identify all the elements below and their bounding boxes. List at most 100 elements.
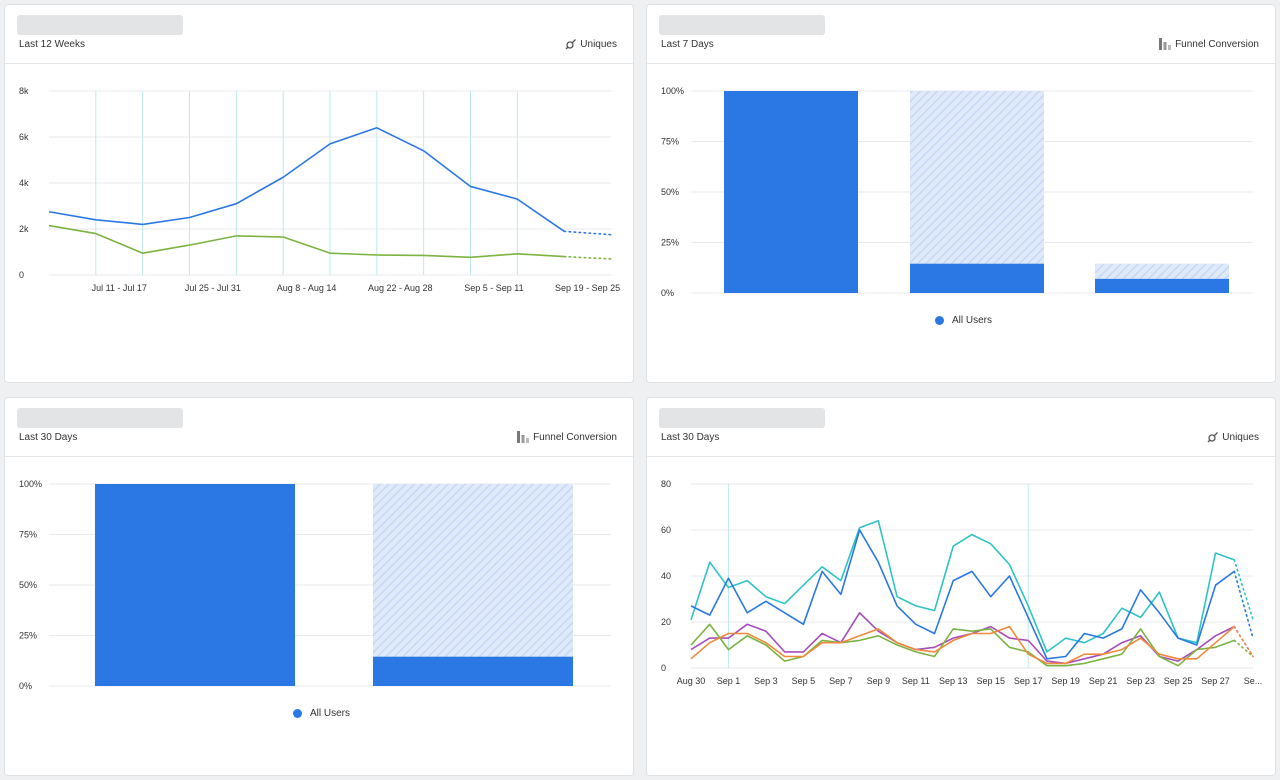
chart-legend[interactable]: All Users xyxy=(935,315,992,326)
funnel-bar-chart-30-days[interactable]: 0% 25% 50% 75% 100% xyxy=(5,468,633,708)
card-header: Last 7 Days Funnel Conversion xyxy=(647,5,1275,64)
y-tick-label: 25% xyxy=(19,631,37,641)
date-range-label: Last 7 Days xyxy=(661,39,714,50)
y-tick-label: 6k xyxy=(19,132,29,142)
y-tick-label: 0% xyxy=(19,681,32,691)
redacted-chart-title xyxy=(17,15,183,35)
legend-swatch xyxy=(935,316,944,325)
incomplete-period-line xyxy=(563,255,612,260)
x-tick-label: Aug 8 - Aug 14 xyxy=(277,283,337,293)
y-tick-label: 80 xyxy=(661,479,671,489)
x-tick-label: Sep 25 xyxy=(1164,676,1193,686)
x-tick-label: Sep 5 xyxy=(792,676,816,686)
conversion-bar xyxy=(373,656,573,686)
x-tick-label: Sep 19 - Sep 25 xyxy=(555,283,620,293)
y-tick-label: 75% xyxy=(661,137,679,147)
y-tick-label: 75% xyxy=(19,530,37,540)
conversion-bar xyxy=(724,91,858,293)
metric-name: Funnel Conversion xyxy=(533,431,617,443)
conversion-bar xyxy=(910,263,1044,293)
series-line xyxy=(690,623,1235,667)
x-tick-label: Sep 9 xyxy=(867,676,891,686)
x-tick-label: Sep 13 xyxy=(939,676,968,686)
legend-label: All Users xyxy=(310,708,351,719)
metric-label[interactable]: Funnel Conversion xyxy=(517,431,617,443)
incomplete-period-line xyxy=(563,230,612,236)
y-tick-label: 0 xyxy=(19,270,24,280)
weekly-uniques-line-chart[interactable]: 0 2k 4k 6k 8k Jul 11 - Jul 17 Jul 25 - Jul 31 A… xyxy=(5,75,633,375)
funnel-icon xyxy=(517,431,530,443)
dropoff-bar xyxy=(373,484,573,686)
y-tick-label: 8k xyxy=(19,86,29,96)
x-tick-label: Sep 1 xyxy=(717,676,741,686)
series-line xyxy=(690,612,1235,665)
x-tick-label: Sep 27 xyxy=(1201,676,1230,686)
metric-label[interactable]: Uniques xyxy=(1207,431,1259,443)
series-line xyxy=(690,519,1235,653)
metric-name: Uniques xyxy=(580,38,617,50)
y-tick-label: 25% xyxy=(661,238,679,248)
uniques-icon xyxy=(565,38,577,50)
chart-card-funnel-7-days: Last 7 Days Funnel Conversion 0% 25% 50% 75… xyxy=(646,4,1276,383)
y-tick-label: 4k xyxy=(19,178,29,188)
y-tick-label: 50% xyxy=(661,187,679,197)
x-tick-label: Jul 11 - Jul 17 xyxy=(92,283,147,293)
redacted-chart-title xyxy=(659,15,825,35)
x-tick-label: Sep 15 xyxy=(976,676,1005,686)
x-tick-label: Sep 11 xyxy=(902,676,930,686)
y-tick-label: 20 xyxy=(661,617,671,627)
x-tick-label: Sep 7 xyxy=(829,676,853,686)
y-tick-label: 60 xyxy=(661,525,671,535)
dropoff-bar xyxy=(910,91,1044,293)
date-range-label: Last 30 Days xyxy=(19,432,78,443)
series-line xyxy=(48,126,565,232)
x-tick-label: Sep 17 xyxy=(1014,676,1043,686)
conversion-bar xyxy=(1095,278,1229,293)
x-tick-label: Sep 5 - Sep 11 xyxy=(464,283,523,293)
y-tick-label: 100% xyxy=(661,86,684,96)
y-tick-label: 100% xyxy=(19,479,42,489)
redacted-chart-title xyxy=(659,408,825,428)
daily-uniques-line-chart[interactable]: 0 20 40 60 80 Aug 30 Sep 1 Sep 3 Sep 5 Sep 7 Sep 9… xyxy=(647,468,1275,768)
y-tick-label: 0% xyxy=(661,288,674,298)
redacted-chart-title xyxy=(17,408,183,428)
metric-label[interactable]: Uniques xyxy=(565,38,617,50)
series-line xyxy=(48,224,565,259)
series-line xyxy=(690,625,1235,665)
funnel-icon xyxy=(1159,38,1172,50)
x-tick-label: Sep 19 xyxy=(1051,676,1080,686)
x-tick-label: Se... xyxy=(1244,676,1263,686)
card-header: Last 12 Weeks Uniques xyxy=(5,5,633,64)
y-tick-label: 2k xyxy=(19,224,29,234)
incomplete-period-line xyxy=(1233,559,1254,621)
card-header: Last 30 Days Funnel Conversion xyxy=(5,398,633,457)
metric-label[interactable]: Funnel Conversion xyxy=(1159,38,1259,50)
legend-swatch xyxy=(293,709,302,718)
conversion-bar xyxy=(95,484,295,686)
date-range-label: Last 12 Weeks xyxy=(19,39,85,50)
metric-name: Uniques xyxy=(1222,431,1259,443)
incomplete-period-line xyxy=(1233,625,1254,658)
x-tick-label: Aug 22 - Aug 28 xyxy=(368,283,433,293)
date-range-label: Last 30 Days xyxy=(661,432,720,443)
funnel-bar-chart-7-days[interactable]: 0% 25% 50% 75% 100% xyxy=(647,75,1275,315)
legend-label: All Users xyxy=(952,315,993,326)
chart-legend[interactable]: All Users xyxy=(293,708,350,719)
metric-name: Funnel Conversion xyxy=(1175,38,1259,50)
incomplete-period-line xyxy=(1233,639,1254,658)
y-tick-label: 50% xyxy=(19,580,37,590)
x-tick-label: Sep 21 xyxy=(1089,676,1118,686)
y-tick-label: 40 xyxy=(661,571,671,581)
series-line xyxy=(690,529,1235,660)
x-tick-label: Aug 30 xyxy=(677,676,706,686)
x-tick-label: Sep 23 xyxy=(1126,676,1155,686)
chart-card-daily-uniques: Last 30 Days Uniques 0 20 40 60 80 Aug 30 Sep … xyxy=(646,397,1276,776)
uniques-icon xyxy=(1207,431,1219,443)
chart-card-weekly-uniques: Last 12 Weeks Uniques 0 2k 4k 6k 8k Jul 11 - … xyxy=(4,4,634,383)
y-tick-label: 0 xyxy=(661,663,666,673)
incomplete-period-line xyxy=(1233,570,1254,639)
chart-card-funnel-30-days: Last 30 Days Funnel Conversion 0% 25% 50% 7… xyxy=(4,397,634,776)
card-header: Last 30 Days Uniques xyxy=(647,398,1275,457)
x-tick-label: Sep 3 xyxy=(754,676,778,686)
x-tick-label: Jul 25 - Jul 31 xyxy=(185,283,241,293)
